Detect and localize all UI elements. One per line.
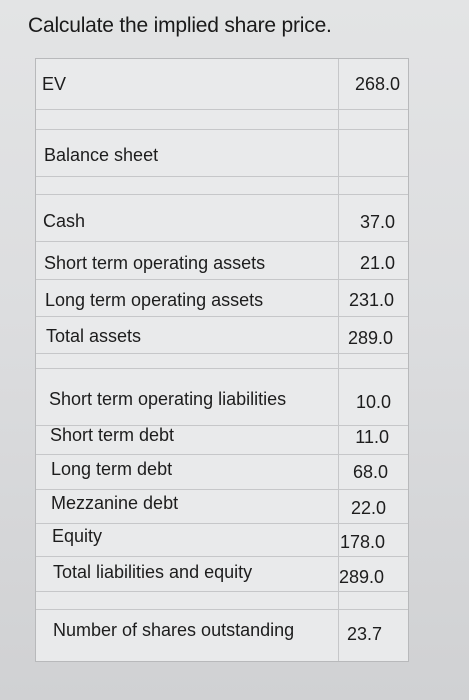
grid-line: [36, 425, 408, 426]
equity-value: 178.0: [339, 532, 385, 552]
shares-value: 23.7: [346, 624, 382, 644]
grid-line: [36, 353, 408, 354]
liability-label-st-operating: Short term operating liabilities: [49, 389, 287, 409]
asset-label-cash: Cash: [43, 211, 86, 231]
liability-label-st-debt: Short term debt: [50, 425, 175, 445]
grid-line: [36, 176, 408, 177]
balance-sheet-table: EV 268.0 Balance sheet Cash 37.0 Short t…: [35, 58, 409, 662]
grid-line: [36, 279, 408, 280]
liability-value-mezzanine: 22.0: [350, 498, 386, 518]
liability-label-lt-debt: Long term debt: [51, 459, 173, 479]
shares-label: Number of shares outstanding: [53, 620, 295, 640]
grid-line: [36, 241, 408, 242]
liability-value-total: 289.0: [338, 567, 384, 587]
grid-line: [36, 454, 408, 455]
liability-value-st-operating: 10.0: [355, 392, 391, 412]
grid-line: [36, 523, 408, 524]
asset-value-cash: 37.0: [359, 212, 395, 232]
grid-line: [36, 316, 408, 317]
question-title: Calculate the implied share price.: [28, 14, 332, 37]
balance-sheet-heading: Balance sheet: [44, 145, 159, 165]
grid-line: [36, 368, 408, 369]
grid-line: [36, 109, 408, 110]
ev-label: EV: [42, 74, 67, 94]
grid-line: [36, 129, 408, 130]
grid-line: [36, 609, 408, 610]
asset-label-total: Total assets: [46, 326, 142, 346]
asset-value-short-term: 21.0: [359, 253, 395, 273]
equity-label: Equity: [52, 526, 103, 546]
asset-label-long-term: Long term operating assets: [45, 290, 264, 310]
asset-label-short-term: Short term operating assets: [44, 253, 266, 273]
grid-line: [338, 59, 339, 661]
liability-value-lt-debt: 68.0: [352, 462, 388, 482]
grid-line: [36, 591, 408, 592]
grid-line: [36, 194, 408, 195]
liability-value-st-debt: 11.0: [355, 427, 389, 447]
asset-value-total: 289.0: [347, 328, 393, 348]
grid-line: [36, 556, 408, 557]
ev-value: 268.0: [354, 74, 400, 94]
liability-label-mezzanine: Mezzanine debt: [51, 493, 179, 513]
asset-value-long-term: 231.0: [348, 290, 394, 310]
liability-label-total: Total liabilities and equity: [53, 562, 253, 582]
grid-line: [36, 489, 408, 490]
